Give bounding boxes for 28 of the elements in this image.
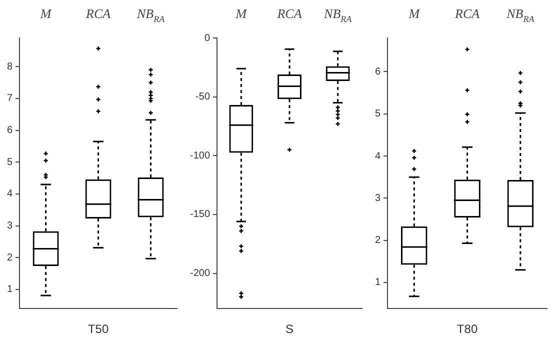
- x-axis-title: T80: [456, 322, 478, 336]
- x-axis-title: T50: [88, 322, 109, 336]
- y-tick-label: 1: [375, 277, 381, 288]
- y-tick-label: 3: [7, 220, 13, 232]
- y-tick-label: 2: [7, 252, 13, 264]
- x-tick-label: RCA: [454, 6, 480, 21]
- x-tick-label: M: [39, 6, 52, 21]
- x-axis-title: S: [286, 322, 294, 336]
- y-tick-label: 5: [375, 108, 381, 120]
- y-tick-label: 8: [7, 61, 13, 72]
- y-tick-label: 4: [7, 188, 13, 200]
- y-tick-label: 2: [375, 235, 381, 246]
- y-tick-label: 6: [375, 66, 381, 78]
- y-tick-label: -150: [190, 209, 210, 220]
- y-tick-label: 0: [204, 32, 210, 44]
- x-tick-label: M: [408, 6, 421, 21]
- y-tick-label: -200: [190, 268, 210, 280]
- y-tick-label: 3: [375, 192, 381, 204]
- y-tick-label: -50: [196, 92, 210, 103]
- y-tick-label: 5: [7, 156, 13, 168]
- x-tick-label: RCA: [85, 6, 111, 21]
- y-tick-label: 7: [7, 93, 13, 104]
- y-tick-label: 6: [7, 125, 13, 136]
- x-tick-label: M: [234, 6, 248, 21]
- y-tick-label: 1: [7, 284, 13, 296]
- y-tick-label: -100: [190, 150, 210, 162]
- y-tick-label: 4: [375, 150, 381, 162]
- x-tick-label: RCA: [276, 6, 302, 21]
